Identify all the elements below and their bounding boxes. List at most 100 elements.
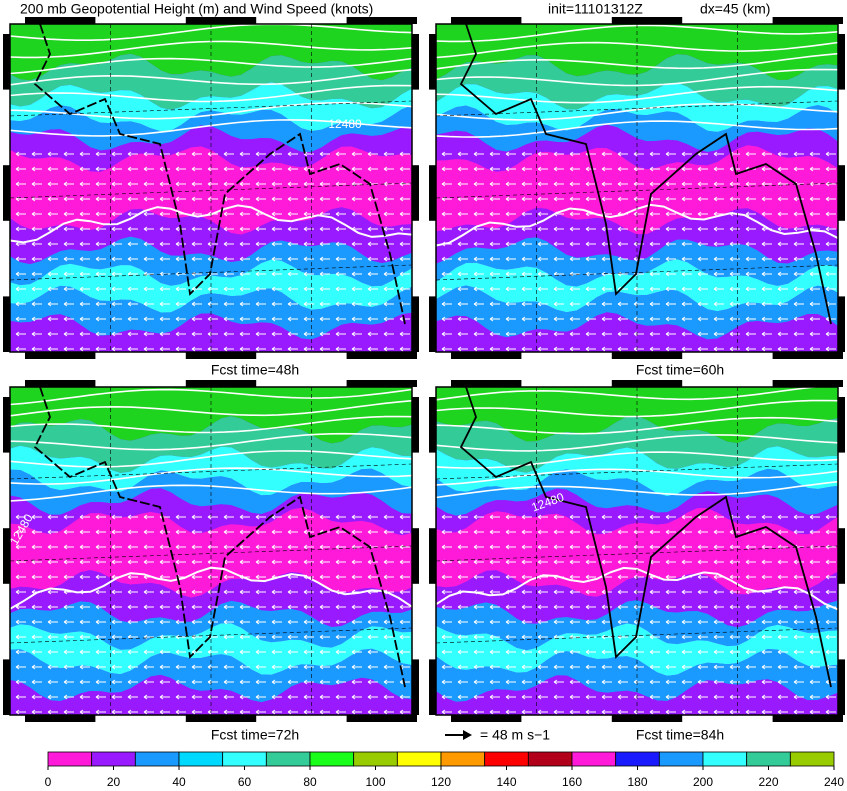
wind-vector: [271, 649, 282, 655]
wind-vector: [143, 241, 154, 247]
wind-vector: [777, 634, 788, 640]
wind-vector: [271, 694, 282, 700]
frame-block: [838, 296, 845, 352]
wind-vector: [95, 649, 106, 655]
wind-vector: [537, 514, 548, 520]
frame-block: [772, 17, 843, 24]
wind-vector: [303, 301, 314, 307]
wind-vector: [351, 286, 362, 292]
colorbar-segment: [353, 751, 398, 767]
wind-vector: [537, 166, 548, 172]
wind-vector: [191, 286, 202, 292]
wind-vector: [335, 694, 346, 700]
wind-speed-band: [436, 124, 838, 172]
wind-vector: [191, 181, 202, 187]
wind-vector: [335, 634, 346, 640]
wind-vector: [255, 529, 266, 535]
frame-block: [185, 380, 257, 387]
wind-vector: [143, 694, 154, 700]
map-panel: [436, 24, 838, 352]
wind-vector: [191, 301, 202, 307]
wind-vector: [47, 346, 58, 352]
wind-vector: [47, 589, 58, 595]
wind-vector: [473, 529, 484, 535]
wind-vector: [15, 211, 26, 217]
wind-vector: [457, 604, 468, 610]
wind-vector: [697, 559, 708, 565]
wind-vector: [665, 241, 676, 247]
wind-vector: [15, 694, 26, 700]
wind-vector: [729, 634, 740, 640]
wind-vector: [521, 559, 532, 565]
wind-vector: [111, 316, 122, 322]
wind-vector: [553, 529, 564, 535]
wind-vector: [223, 166, 234, 172]
wind-vector: [825, 151, 836, 157]
colorbar-tick-label: 120: [431, 775, 451, 789]
wind-vector: [601, 151, 612, 157]
wind-vector: [745, 256, 756, 262]
wind-vector: [95, 589, 106, 595]
wind-vector: [729, 256, 740, 262]
wind-vector: [761, 679, 772, 685]
wind-vector: [521, 574, 532, 580]
wind-vector: [793, 664, 804, 670]
wind-vector: [809, 166, 820, 172]
wind-vector: [681, 196, 692, 202]
wind-vector: [713, 226, 724, 232]
wind-vector: [207, 709, 218, 715]
wind-vector: [745, 694, 756, 700]
wind-vector: [473, 514, 484, 520]
wind-vector: [809, 529, 820, 535]
wind-vector: [713, 241, 724, 247]
wind-vector: [745, 271, 756, 277]
wind-vector: [303, 211, 314, 217]
wind-vector: [633, 181, 644, 187]
wind-vector: [665, 619, 676, 625]
wind-vector: [649, 211, 660, 217]
wind-vector: [111, 649, 122, 655]
wind-vector: [63, 211, 74, 217]
colorbar-segment: [789, 751, 835, 767]
wind-vector: [761, 709, 772, 715]
wind-vector: [63, 574, 74, 580]
wind-vector: [95, 634, 106, 640]
wind-vector: [505, 331, 516, 337]
wind-vector: [223, 226, 234, 232]
wind-vector: [457, 226, 468, 232]
panel-label: Fcst time=84h: [636, 727, 724, 743]
wind-vector: [569, 151, 580, 157]
wind-vector: [617, 151, 628, 157]
wind-vector: [521, 196, 532, 202]
wind-vector: [745, 544, 756, 550]
wind-vector: [271, 256, 282, 262]
wind-vector: [489, 529, 500, 535]
wind-vector: [399, 649, 410, 655]
wind-vector: [207, 514, 218, 520]
wind-vector: [207, 241, 218, 247]
wind-vector: [79, 544, 90, 550]
wind-vector: [617, 166, 628, 172]
wind-vector: [585, 589, 596, 595]
wind-vector: [287, 634, 298, 640]
wind-vector: [127, 181, 138, 187]
wind-vector: [143, 709, 154, 715]
wind-vector: [649, 709, 660, 715]
wind-vector: [255, 151, 266, 157]
wind-vector: [617, 256, 628, 262]
wind-vector: [729, 226, 740, 232]
wind-vector: [761, 619, 772, 625]
wind-vector: [303, 619, 314, 625]
wind-vector: [777, 604, 788, 610]
wind-vector: [441, 694, 452, 700]
wind-vector: [713, 181, 724, 187]
wind-vector: [473, 679, 484, 685]
wind-vector: [287, 211, 298, 217]
wind-vector: [729, 679, 740, 685]
wind-vector: [191, 619, 202, 625]
wind-vector: [191, 256, 202, 262]
wind-vector: [15, 346, 26, 352]
wind-vector: [79, 559, 90, 565]
wind-vector: [697, 664, 708, 670]
wind-vector: [223, 664, 234, 670]
